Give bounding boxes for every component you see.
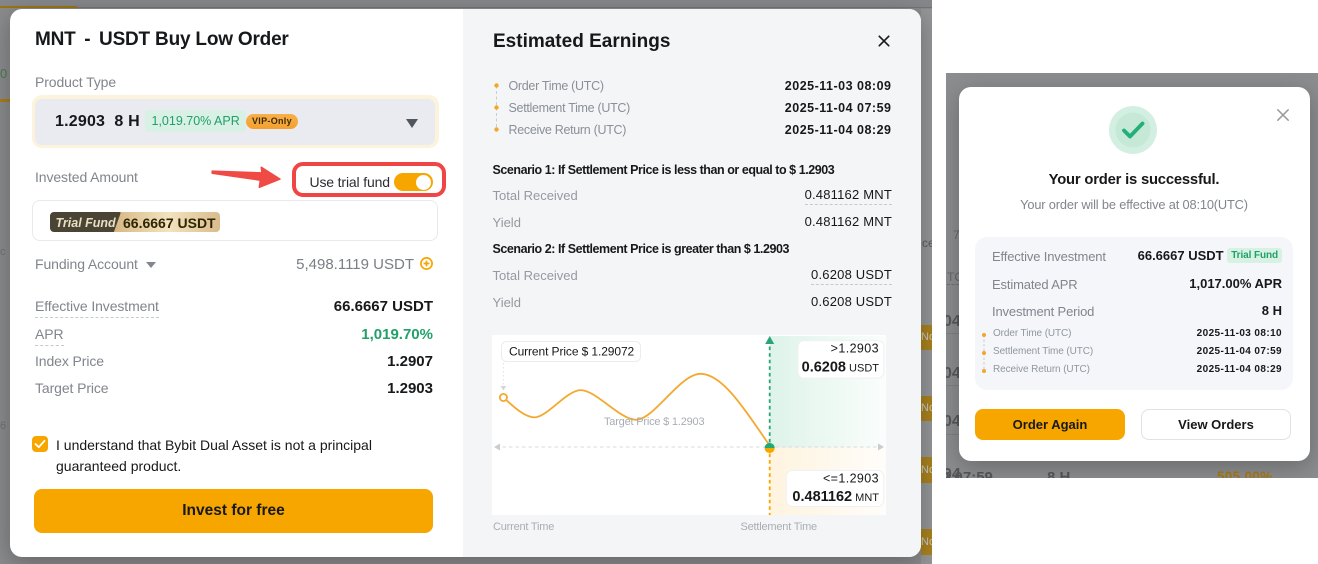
- svg-text:Target Price $ 1.2903: Target Price $ 1.2903: [604, 416, 704, 428]
- svg-text:0.6208 USDT: 0.6208 USDT: [802, 360, 880, 376]
- svg-text:Current Price $ 1.29072: Current Price $ 1.29072: [509, 345, 635, 359]
- svg-text:<=1.2903: <=1.2903: [823, 472, 879, 486]
- svg-text:>1.2903: >1.2903: [831, 342, 879, 356]
- svg-text:0.481162 MNT: 0.481162 MNT: [792, 489, 879, 505]
